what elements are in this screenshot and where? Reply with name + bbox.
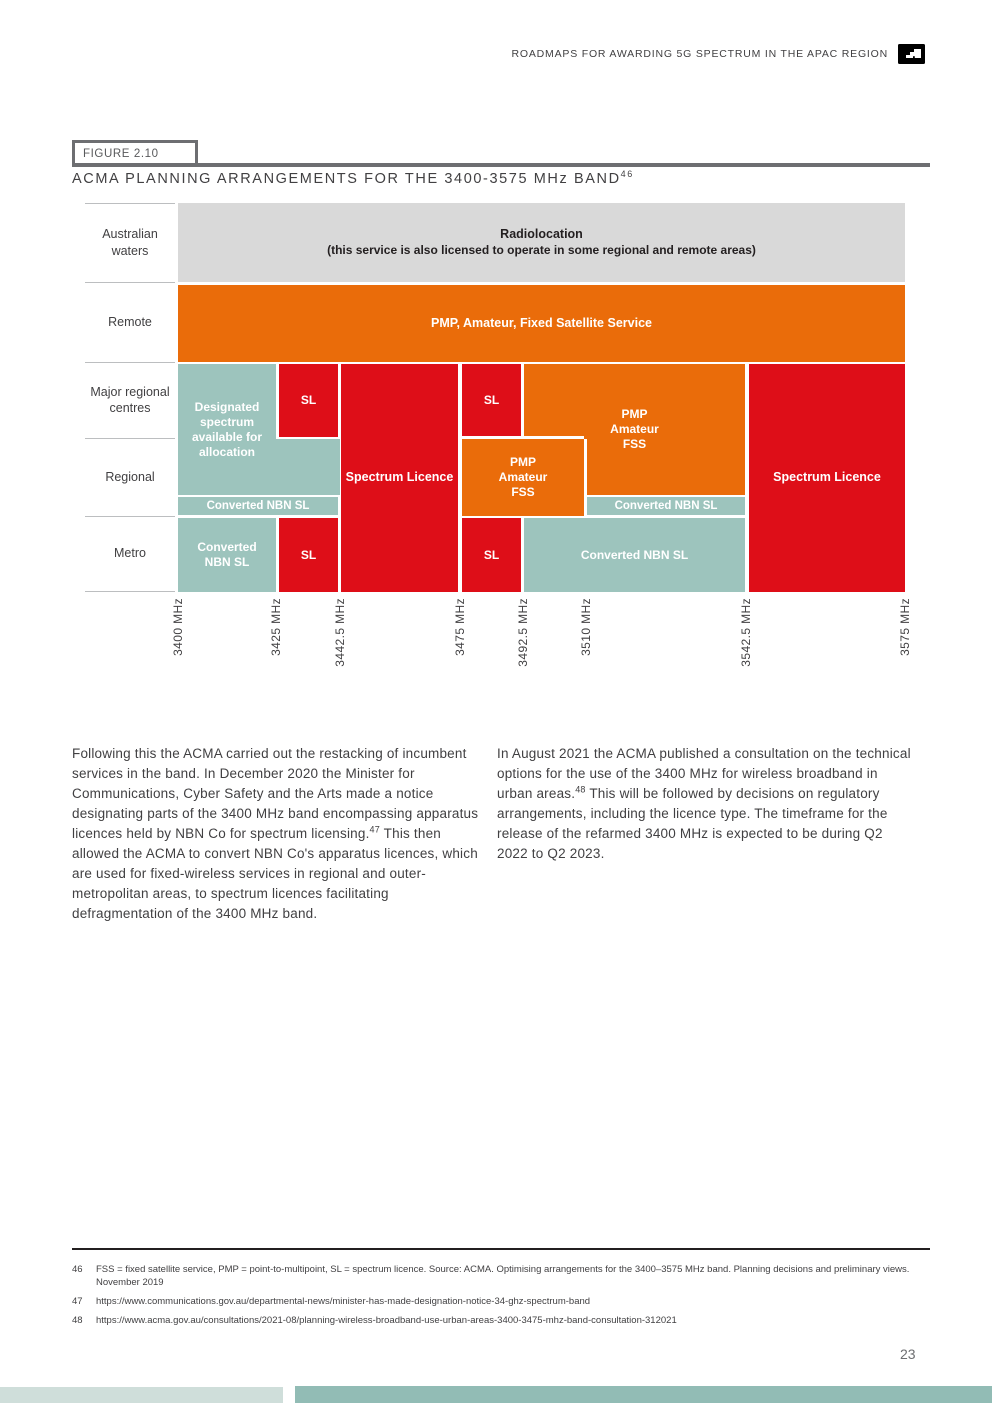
body-paragraph-left: Following this the ACMA carried out the … xyxy=(72,746,479,921)
row-label-major-regional-centres: Major regional centres xyxy=(90,384,170,415)
freq-label-3510: 3510 MHz xyxy=(579,598,593,656)
block-pmp-amateur-fss-regional: PMP Amateur FSS xyxy=(462,439,584,516)
allocation-blocks: Radiolocation (this service is also lice… xyxy=(178,203,905,592)
freq-label-3425: 3425 MHz xyxy=(269,598,283,656)
footnote-number: 46 xyxy=(72,1264,83,1275)
block-designated-spectrum-ext xyxy=(276,439,340,495)
block-designated-spectrum: Designated spectrum available for alloca… xyxy=(178,364,276,495)
block-radiolocation: Radiolocation (this service is also lice… xyxy=(178,203,905,282)
row-label-remote: Remote xyxy=(108,314,152,329)
row-label-metro: Metro xyxy=(114,546,146,561)
freq-label-3492-5: 3492.5 MHz xyxy=(516,598,530,667)
block-spectrum-licence-3542: Spectrum Licence xyxy=(749,364,905,592)
row-label-australian-waters: Australian waters xyxy=(102,227,158,258)
footnote-46: 46 FSS = fixed satellite service, PMP = … xyxy=(72,1263,912,1289)
footnote-rule xyxy=(72,1248,930,1250)
footnote-text: FSS = fixed satellite service, PMP = poi… xyxy=(96,1264,910,1288)
header-title: ROADMAPS FOR AWARDING 5G SPECTRUM IN THE… xyxy=(511,48,888,60)
figure-label: FIGURE 2.10 xyxy=(83,147,159,160)
footnote-number: 48 xyxy=(72,1315,83,1326)
block-converted-nbn-sl-metro-left: Converted NBN SL xyxy=(178,518,276,592)
row-separator xyxy=(85,282,175,283)
body-paragraph-right: In August 2021 the ACMA published a cons… xyxy=(497,746,911,861)
block-remote-pmp-amateur-fss: PMP, Amateur, Fixed Satellite Service xyxy=(178,285,905,362)
freq-label-3575: 3575 MHz xyxy=(898,598,912,656)
footnote-link[interactable]: https://www.communications.gov.au/depart… xyxy=(96,1296,591,1307)
footnote-48: 48 https://www.acma.gov.au/consultations… xyxy=(72,1314,912,1327)
block-sl-metro-3475: SL xyxy=(462,518,521,592)
block-sl-metro-3425: SL xyxy=(279,518,338,592)
footnote-ref-47: 47 xyxy=(369,824,380,835)
freq-label-3400: 3400 MHz xyxy=(171,598,185,656)
figure-rule xyxy=(72,163,930,167)
row-separator xyxy=(85,203,175,204)
footnote-number: 47 xyxy=(72,1296,83,1307)
row-separator xyxy=(85,438,175,439)
freq-label-3442-5: 3442.5 MHz xyxy=(333,598,347,667)
block-converted-nbn-sl-regional-right: Converted NBN SL xyxy=(587,497,745,515)
footnote-47: 47 https://www.communications.gov.au/dep… xyxy=(72,1295,912,1308)
block-pmp-amateur-fss-mrc: PMP Amateur FSS xyxy=(524,364,745,495)
row-separator xyxy=(85,362,175,363)
footnote-link[interactable]: https://www.acma.gov.au/consultations/20… xyxy=(96,1315,677,1326)
footnote-ref-48: 48 xyxy=(575,784,586,795)
freq-label-3542-5: 3542.5 MHz xyxy=(739,598,753,667)
block-sl-mrc-3425: SL xyxy=(279,364,338,437)
block-sl-mrc-3475: SL xyxy=(462,364,521,437)
block-converted-nbn-sl-metro-right: Converted NBN SL xyxy=(524,518,745,592)
page-header: ROADMAPS FOR AWARDING 5G SPECTRUM IN THE… xyxy=(512,44,925,64)
row-separator xyxy=(85,591,175,592)
page-number: 23 xyxy=(900,1346,916,1362)
footnotes: 46 FSS = fixed satellite service, PMP = … xyxy=(72,1263,912,1333)
title-footnote-ref: 46 xyxy=(620,169,634,180)
block-converted-nbn-sl-regional-left: Converted NBN SL xyxy=(178,497,338,515)
row-separator xyxy=(85,516,175,517)
freq-label-3475: 3475 MHz xyxy=(453,598,467,656)
row-label-regional: Regional xyxy=(105,469,155,484)
bar-chart-icon xyxy=(898,44,925,64)
block-spectrum-licence-3442: Spectrum Licence xyxy=(341,364,458,592)
figure-title: ACMA PLANNING ARRANGEMENTS FOR THE 3400-… xyxy=(72,169,634,187)
bottom-bar-left xyxy=(0,1387,283,1403)
band-plan-chart: Australian waters Remote Major regional … xyxy=(0,203,992,592)
bottom-bar-right xyxy=(295,1386,992,1403)
